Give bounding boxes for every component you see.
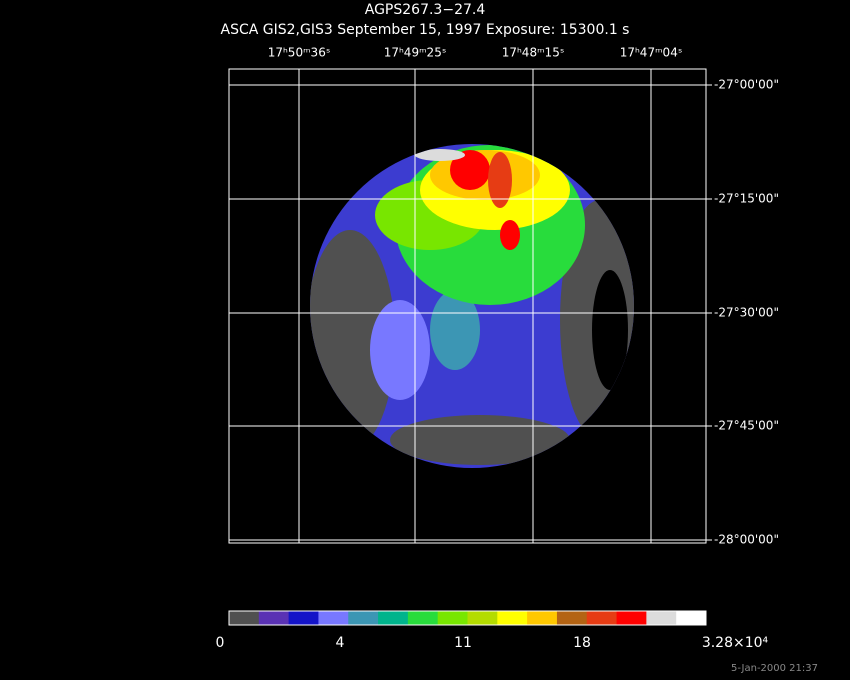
color-swatch	[378, 611, 409, 625]
dec-label: -27°15'00"	[714, 192, 779, 206]
color-swatch	[527, 611, 558, 625]
coordinate-grid	[228, 68, 707, 544]
dec-label: -27°30'00"	[714, 306, 779, 320]
colorbar-label: 18	[573, 635, 591, 651]
ra-label: 17ʰ49ᵐ25ˢ	[384, 46, 447, 60]
color-swatch	[437, 611, 468, 625]
colorbar-frame	[228, 610, 707, 626]
color-swatch	[318, 611, 349, 625]
dec-label: -27°00'00"	[714, 78, 779, 92]
dec-label: -28°00'00"	[714, 533, 779, 547]
color-swatch	[586, 611, 618, 625]
xray-image	[310, 144, 634, 468]
color-swatch	[616, 611, 647, 625]
ra-label: 17ʰ48ᵐ15ˢ	[502, 46, 565, 60]
ra-label: 17ʰ47ᵐ04ˢ	[620, 46, 683, 60]
color-swatch	[556, 611, 588, 625]
title: AGPS267.3−27.4	[365, 2, 486, 18]
dec-label: -27°45'00"	[714, 419, 779, 433]
color-swatch	[288, 611, 319, 625]
color-swatch	[676, 611, 707, 625]
color-swatch	[497, 611, 528, 625]
colorbar-label: 3.28×10⁴	[702, 635, 769, 651]
color-swatch	[407, 611, 439, 625]
colorbar-label: 11	[454, 635, 472, 651]
color-swatch	[348, 611, 379, 625]
subtitle: ASCA GIS2,GIS3 September 15, 1997 Exposu…	[221, 22, 630, 38]
ra-label: 17ʰ50ᵐ36ˢ	[268, 46, 331, 60]
color-swatch	[229, 611, 260, 625]
color-swatch	[467, 611, 498, 625]
color-swatch	[258, 611, 290, 625]
colorbar-label: 0	[216, 635, 225, 651]
colorbar-label: 4	[336, 635, 345, 651]
timestamp: 5-Jan-2000 21:37	[731, 663, 818, 674]
color-swatch	[646, 611, 677, 625]
